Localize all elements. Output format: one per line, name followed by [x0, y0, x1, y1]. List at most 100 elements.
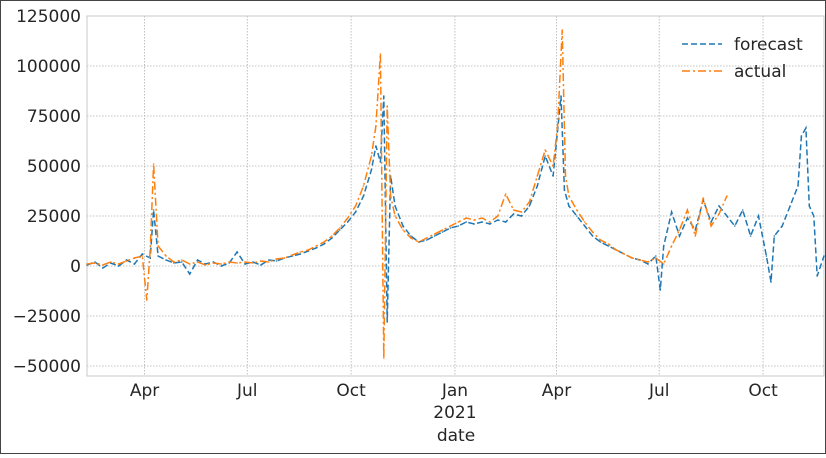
x-tick-label: Apr: [130, 381, 159, 401]
data-point-forecast: [323, 243, 325, 245]
data-point-actual: [102, 264, 104, 266]
data-point-actual: [236, 262, 238, 264]
y-tick-label: −25000: [13, 307, 81, 327]
data-point-actual: [228, 261, 230, 263]
data-point-actual: [188, 263, 191, 265]
data-point-forecast: [339, 229, 341, 231]
data-point-actual: [275, 258, 278, 260]
x-tick-label: Jul: [648, 381, 670, 401]
data-point-forecast: [275, 260, 278, 262]
data-point-forecast: [433, 235, 436, 237]
y-tick-label: 125000: [16, 7, 81, 27]
data-point-forecast: [813, 215, 815, 217]
data-point-actual: [576, 209, 578, 211]
data-point-actual: [260, 260, 262, 262]
data-point-actual: [86, 263, 88, 265]
x-tick-label: Jan: [441, 381, 468, 401]
data-point-forecast: [797, 185, 799, 187]
data-point-forecast: [117, 265, 120, 267]
data-point-actual: [520, 211, 523, 213]
y-tick-label: 25000: [27, 207, 81, 227]
data-point-forecast: [181, 261, 183, 263]
y-tick-labels: −50000 −25000 0 25000 50000 75000 100000 125000: [13, 7, 81, 377]
data-point-forecast: [816, 275, 818, 277]
data-point-actual: [152, 163, 155, 165]
y-tick-label: −50000: [13, 357, 81, 377]
data-point-forecast: [441, 231, 444, 233]
data-point-actual: [181, 259, 183, 261]
data-point-forecast: [823, 255, 825, 257]
y-tick-label: 75000: [27, 107, 81, 127]
data-point-actual: [323, 241, 325, 243]
data-point-forecast: [346, 221, 349, 223]
data-point-actual: [441, 229, 444, 231]
data-point-actual: [497, 215, 499, 217]
x-tick-label: Jul: [236, 381, 258, 401]
data-point-forecast: [196, 259, 199, 261]
data-point-actual: [631, 257, 633, 259]
data-point-actual: [331, 235, 333, 237]
data-point-forecast: [299, 253, 302, 255]
data-point-actual: [583, 221, 586, 223]
data-point-forecast: [236, 251, 238, 253]
data-point-actual: [212, 262, 215, 264]
data-point-actual: [473, 219, 475, 221]
data-point-forecast: [315, 247, 317, 249]
data-point-actual: [354, 205, 357, 207]
data-point-actual: [694, 235, 697, 237]
data-point-actual: [504, 193, 507, 195]
data-point-actual: [394, 215, 396, 217]
x-tick-label: Oct: [748, 381, 778, 401]
data-point-forecast: [805, 127, 807, 129]
data-point-forecast: [379, 161, 382, 163]
data-point-actual: [647, 261, 649, 263]
x-tick-label: Apr: [542, 381, 571, 401]
data-point-forecast: [734, 225, 736, 227]
data-point-actual: [670, 245, 673, 247]
data-point-actual: [133, 257, 136, 259]
data-point-actual: [362, 185, 365, 187]
data-point-actual: [165, 255, 167, 257]
data-point-forecast: [410, 235, 412, 237]
data-point-forecast: [481, 221, 483, 223]
data-point-actual: [157, 245, 159, 247]
data-point-forecast: [267, 259, 270, 261]
legend-label-actual: actual: [734, 62, 786, 82]
data-point-forecast: [770, 281, 772, 283]
data-point-forecast: [449, 227, 452, 229]
data-point-forecast: [188, 273, 191, 275]
data-point-forecast: [465, 221, 468, 223]
data-point-actual: [149, 249, 151, 251]
data-point-forecast: [133, 263, 136, 265]
data-point-actual: [346, 217, 349, 219]
data-point-forecast: [152, 209, 155, 211]
plot-area-border: [86, 15, 825, 377]
data-point-actual: [465, 217, 468, 219]
y-tick-label: 50000: [27, 157, 81, 177]
data-point-forecast: [659, 289, 662, 291]
data-point-forecast: [331, 237, 333, 239]
data-point-forecast: [544, 155, 546, 157]
data-point-forecast: [568, 205, 570, 207]
data-point-actual: [662, 263, 665, 265]
data-point-actual: [528, 201, 531, 203]
data-point-forecast: [686, 217, 689, 219]
data-point-actual: [339, 227, 341, 229]
data-point-forecast: [800, 135, 803, 137]
legend-label-forecast: forecast: [734, 35, 803, 55]
data-point-actual: [536, 175, 539, 177]
data-point-actual: [410, 237, 412, 239]
data-point-forecast: [394, 205, 396, 207]
data-point-actual: [386, 105, 389, 107]
series-actual: [86, 29, 728, 359]
data-point-actual: [433, 233, 436, 235]
data-point-forecast: [473, 223, 475, 225]
data-point-actual: [252, 262, 254, 264]
data-point-actual: [204, 264, 207, 266]
data-point-forecast: [591, 235, 594, 237]
data-point-actual: [710, 225, 712, 227]
data-point-actual: [196, 261, 199, 263]
data-point-actual: [449, 225, 452, 227]
data-point-actual: [457, 221, 460, 223]
